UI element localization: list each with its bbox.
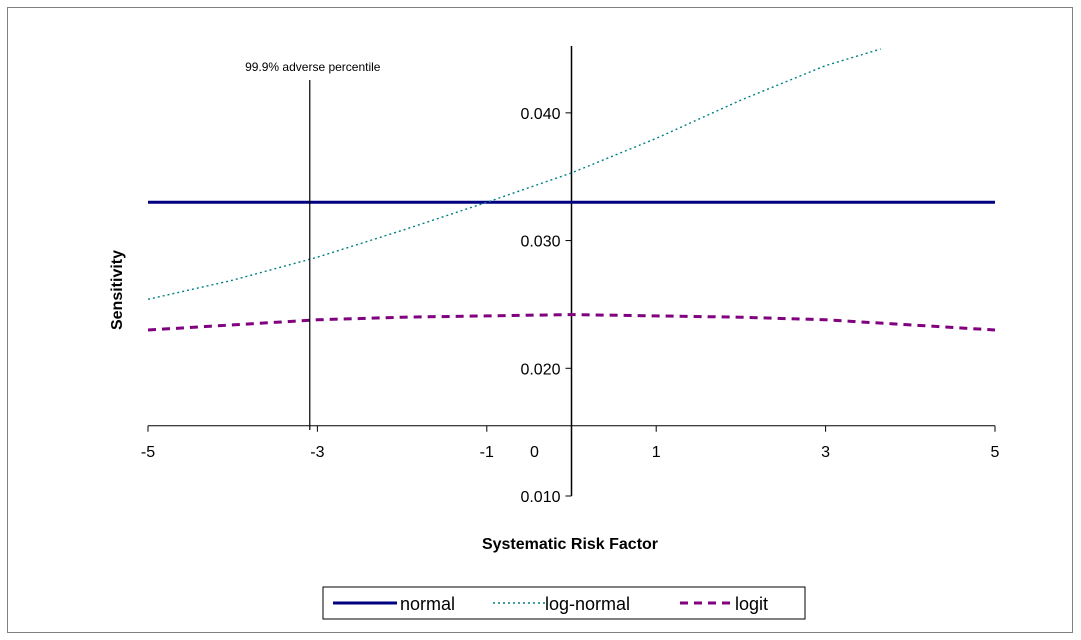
axes: -5 -3 -1 1 3 5 0 0.010 0.020 0.030 0.040 xyxy=(141,46,1000,506)
series-line-log-normal xyxy=(147,48,881,300)
y-axis-title: Sensitivity xyxy=(109,250,126,330)
legend-label-logit: logit xyxy=(735,594,768,614)
y-tick-label: 0.030 xyxy=(520,234,560,251)
series-line-logit xyxy=(147,313,996,332)
x-axis-title: Systematic Risk Factor xyxy=(482,536,658,553)
x-tick-label: 5 xyxy=(991,444,1000,461)
legend-label-log-normal: log-normal xyxy=(545,594,630,614)
y-tick-label: 0.010 xyxy=(520,489,560,506)
series-layer xyxy=(147,48,996,332)
x-zero-label: 0 xyxy=(530,444,539,461)
x-tick-label: -5 xyxy=(141,444,155,461)
legend-label-normal: normal xyxy=(400,594,455,614)
y-tick-label: 0.020 xyxy=(520,361,560,378)
labels: Systematic Risk Factor Sensitivity 99.9%… xyxy=(109,60,658,553)
y-tick-label: 0.040 xyxy=(520,106,560,123)
x-tick-label: -1 xyxy=(480,444,494,461)
chart-frame xyxy=(7,7,1073,633)
x-tick-label: 1 xyxy=(652,444,661,461)
legend: normal log-normal logit xyxy=(322,586,806,620)
x-tick-label: 3 xyxy=(821,444,830,461)
percentile-label: 99.9% adverse percentile xyxy=(245,60,381,74)
legend-box xyxy=(322,586,806,620)
x-tick-label: -3 xyxy=(310,444,324,461)
